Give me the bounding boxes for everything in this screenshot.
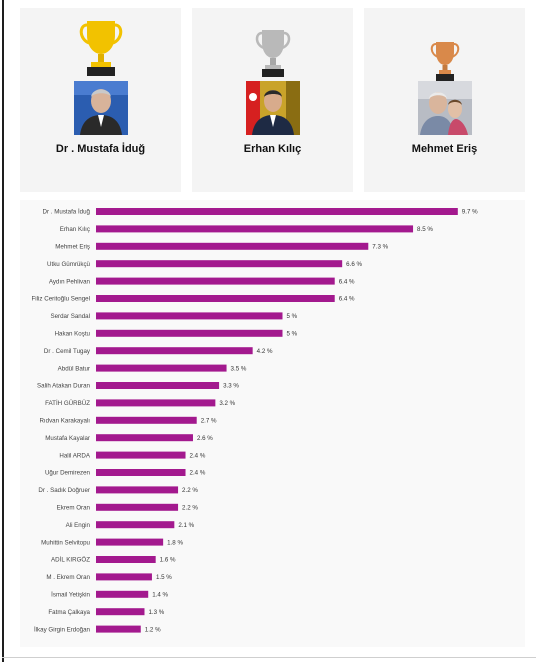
value-label: 9.7 % xyxy=(462,209,478,216)
category-label: Ali Engin xyxy=(66,522,91,529)
category-label: Abdül Batur xyxy=(58,365,90,372)
value-label: 2.2 % xyxy=(182,505,198,512)
bar xyxy=(96,451,186,459)
category-label: Mehmet Eriş xyxy=(55,244,90,251)
value-label: 1.3 % xyxy=(148,609,164,616)
winner-name-first: Dr . Mustafa İduğ xyxy=(55,143,146,155)
value-label: 1.5 % xyxy=(156,574,172,581)
podium-card-third: Mehmet Eriş xyxy=(364,8,525,192)
value-label: 6.4 % xyxy=(339,296,355,303)
value-label: 2.4 % xyxy=(190,470,206,477)
bottom-divider xyxy=(2,657,536,658)
bar xyxy=(96,312,283,320)
category-label: Aydın Pehlivan xyxy=(49,278,91,285)
bar xyxy=(96,382,220,389)
bar xyxy=(96,242,369,250)
category-label: Rıdvan Karakayalı xyxy=(39,418,90,425)
bar xyxy=(96,590,149,598)
bar-chart-svg: Dr . Mustafa İduğ 9.7 % Erhan Kılıç 8.5 % Me… xyxy=(32,208,478,633)
bar xyxy=(96,399,216,407)
category-label: FATİH GÜRBÜZ xyxy=(45,400,90,407)
winner-photo-third xyxy=(417,81,472,135)
category-label: Serdar Sandal xyxy=(50,313,90,320)
bar xyxy=(96,434,193,442)
bar xyxy=(96,625,141,633)
category-label: Dr . Cemil Tugay xyxy=(44,348,91,355)
bar xyxy=(96,364,227,372)
value-label: 5 % xyxy=(287,313,298,320)
bar xyxy=(96,329,283,337)
bar xyxy=(96,416,197,424)
bar xyxy=(96,225,414,233)
bar xyxy=(96,503,179,511)
podium-card-second: Erhan Kılıç xyxy=(192,8,353,192)
winner-name-third: Mehmet Eriş xyxy=(411,143,478,155)
bar xyxy=(96,208,458,215)
bar xyxy=(96,608,145,616)
category-label: Erhan Kılıç xyxy=(60,226,90,233)
bar xyxy=(96,277,335,285)
category-label: Dr . Mustafa İduğ xyxy=(43,209,91,216)
value-label: 2.7 % xyxy=(201,418,217,425)
gold-trophy-icon xyxy=(79,21,122,76)
category-label: Muhittin Selvitopu xyxy=(41,539,90,546)
category-label: İlkay Girgin Erdoğan xyxy=(34,626,91,633)
value-label: 1.4 % xyxy=(152,592,168,599)
bronze-trophy-icon xyxy=(430,42,459,81)
value-label: 7.3 % xyxy=(372,244,388,251)
category-label: Fatma Çalkaya xyxy=(48,609,90,616)
category-label: Utku Gümrükçü xyxy=(47,261,91,268)
value-label: 2.6 % xyxy=(197,435,213,442)
bar xyxy=(96,260,343,268)
results-bar-chart: Dr . Mustafa İduğ 9.7 % Erhan Kılıç 8.5 % Me… xyxy=(20,200,525,647)
value-label: 3.5 % xyxy=(231,365,247,372)
value-label: 1.2 % xyxy=(145,626,161,633)
winner-photo-first xyxy=(73,81,128,135)
bar xyxy=(96,347,253,355)
value-label: 1.8 % xyxy=(167,539,183,546)
value-label: 3.2 % xyxy=(219,400,235,407)
category-label: M . Ekrem Oran xyxy=(46,574,90,581)
podium-card-first: Dr . Mustafa İduğ xyxy=(20,8,181,192)
category-label: Dr . Sadık Doğruer xyxy=(38,487,90,494)
category-label: İsmail Yetişkin xyxy=(51,592,90,599)
value-label: 5 % xyxy=(287,331,298,338)
bar xyxy=(96,295,335,302)
winner-photo-second xyxy=(245,81,300,135)
bar xyxy=(96,538,164,546)
value-label: 2.2 % xyxy=(182,487,198,494)
bar xyxy=(96,486,179,494)
bar xyxy=(96,521,175,529)
winner-name-second: Erhan Kılıç xyxy=(243,143,302,155)
category-label: ADİL KIRGÖZ xyxy=(51,557,90,564)
bar xyxy=(96,556,156,563)
value-label: 2.1 % xyxy=(178,522,194,529)
value-label: 8.5 % xyxy=(417,226,433,233)
value-label: 6.6 % xyxy=(346,261,362,268)
category-label: Hakan Koştu xyxy=(55,331,91,338)
category-label: Ekrem Oran xyxy=(57,505,91,512)
value-label: 6.4 % xyxy=(339,278,355,285)
category-label: Salih Atakan Duran xyxy=(37,383,91,390)
bar xyxy=(96,573,152,581)
value-label: 3.3 % xyxy=(223,383,239,390)
bar xyxy=(96,469,186,476)
category-label: Mustafa Kayalar xyxy=(45,435,90,442)
left-border xyxy=(2,0,4,662)
category-label: Uğur Demirezen xyxy=(45,470,91,477)
value-label: 4.2 % xyxy=(257,348,273,355)
category-label: Halil ARDA xyxy=(59,452,90,459)
silver-trophy-icon xyxy=(255,30,290,77)
value-label: 1.6 % xyxy=(160,557,176,564)
category-label: Filiz Ceritoğlu Sengel xyxy=(32,296,90,303)
value-label: 2.4 % xyxy=(190,452,206,459)
